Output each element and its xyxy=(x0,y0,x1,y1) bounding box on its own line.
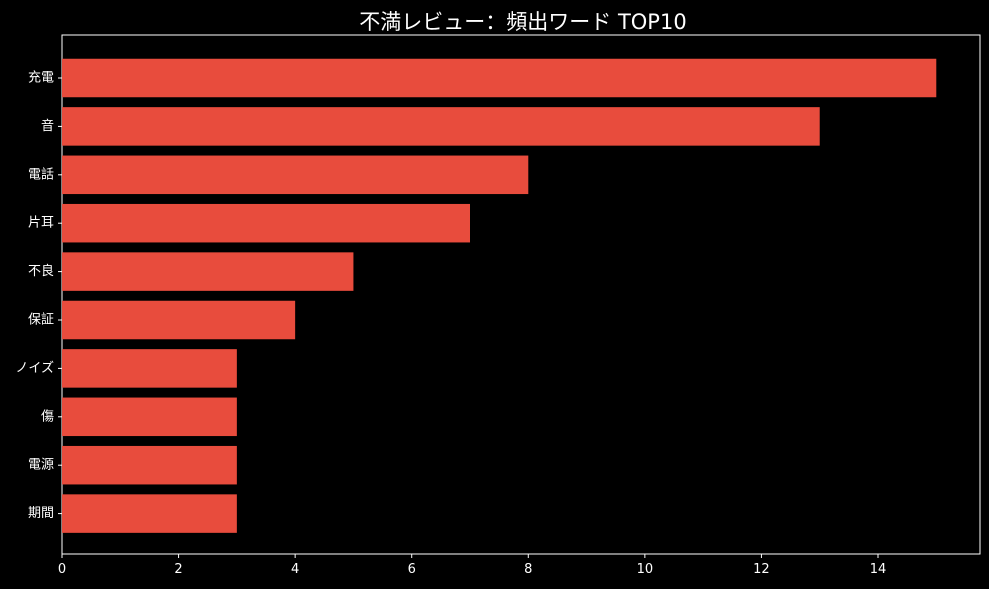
x-tick-label: 0 xyxy=(58,562,66,577)
y-tick-label: 保証 xyxy=(28,313,54,328)
y-tick-label: 片耳 xyxy=(28,216,54,231)
bar-9 xyxy=(62,445,237,485)
x-tick-label: 2 xyxy=(174,562,182,577)
y-tick-label: 期間 xyxy=(28,506,54,521)
y-tick-label: 電源 xyxy=(28,458,54,473)
x-tick-label: 6 xyxy=(408,562,416,577)
y-tick-label: 音 xyxy=(41,118,54,134)
bar-6 xyxy=(62,300,296,340)
x-tick-label: 4 xyxy=(291,562,299,577)
y-tick-label: 不良 xyxy=(28,263,54,279)
bar-4 xyxy=(62,203,470,243)
x-tick-label: 12 xyxy=(753,562,770,577)
bars-group xyxy=(62,58,937,533)
x-tick-label: 8 xyxy=(524,562,532,577)
bar-10 xyxy=(62,494,237,533)
bar-8 xyxy=(62,397,237,437)
x-axis: 0 2 4 6 8 10 12 14 xyxy=(58,554,886,577)
y-tick-label: 電話 xyxy=(28,166,54,182)
y-tick-label: 充電 xyxy=(28,70,54,86)
y-tick-label: 傷 xyxy=(41,409,54,424)
y-tick-label: ノイズ xyxy=(15,360,54,376)
bar-1 xyxy=(62,58,937,98)
bar-3 xyxy=(62,155,529,195)
bar-7 xyxy=(62,349,237,388)
x-tick-label: 10 xyxy=(637,562,654,577)
bar-2 xyxy=(62,107,820,146)
chart-title: 不満レビュー：頻出ワード TOP10 xyxy=(359,10,686,34)
bar-5 xyxy=(62,252,354,291)
x-tick-label: 14 xyxy=(870,562,887,577)
plot-area-frame xyxy=(61,34,981,555)
